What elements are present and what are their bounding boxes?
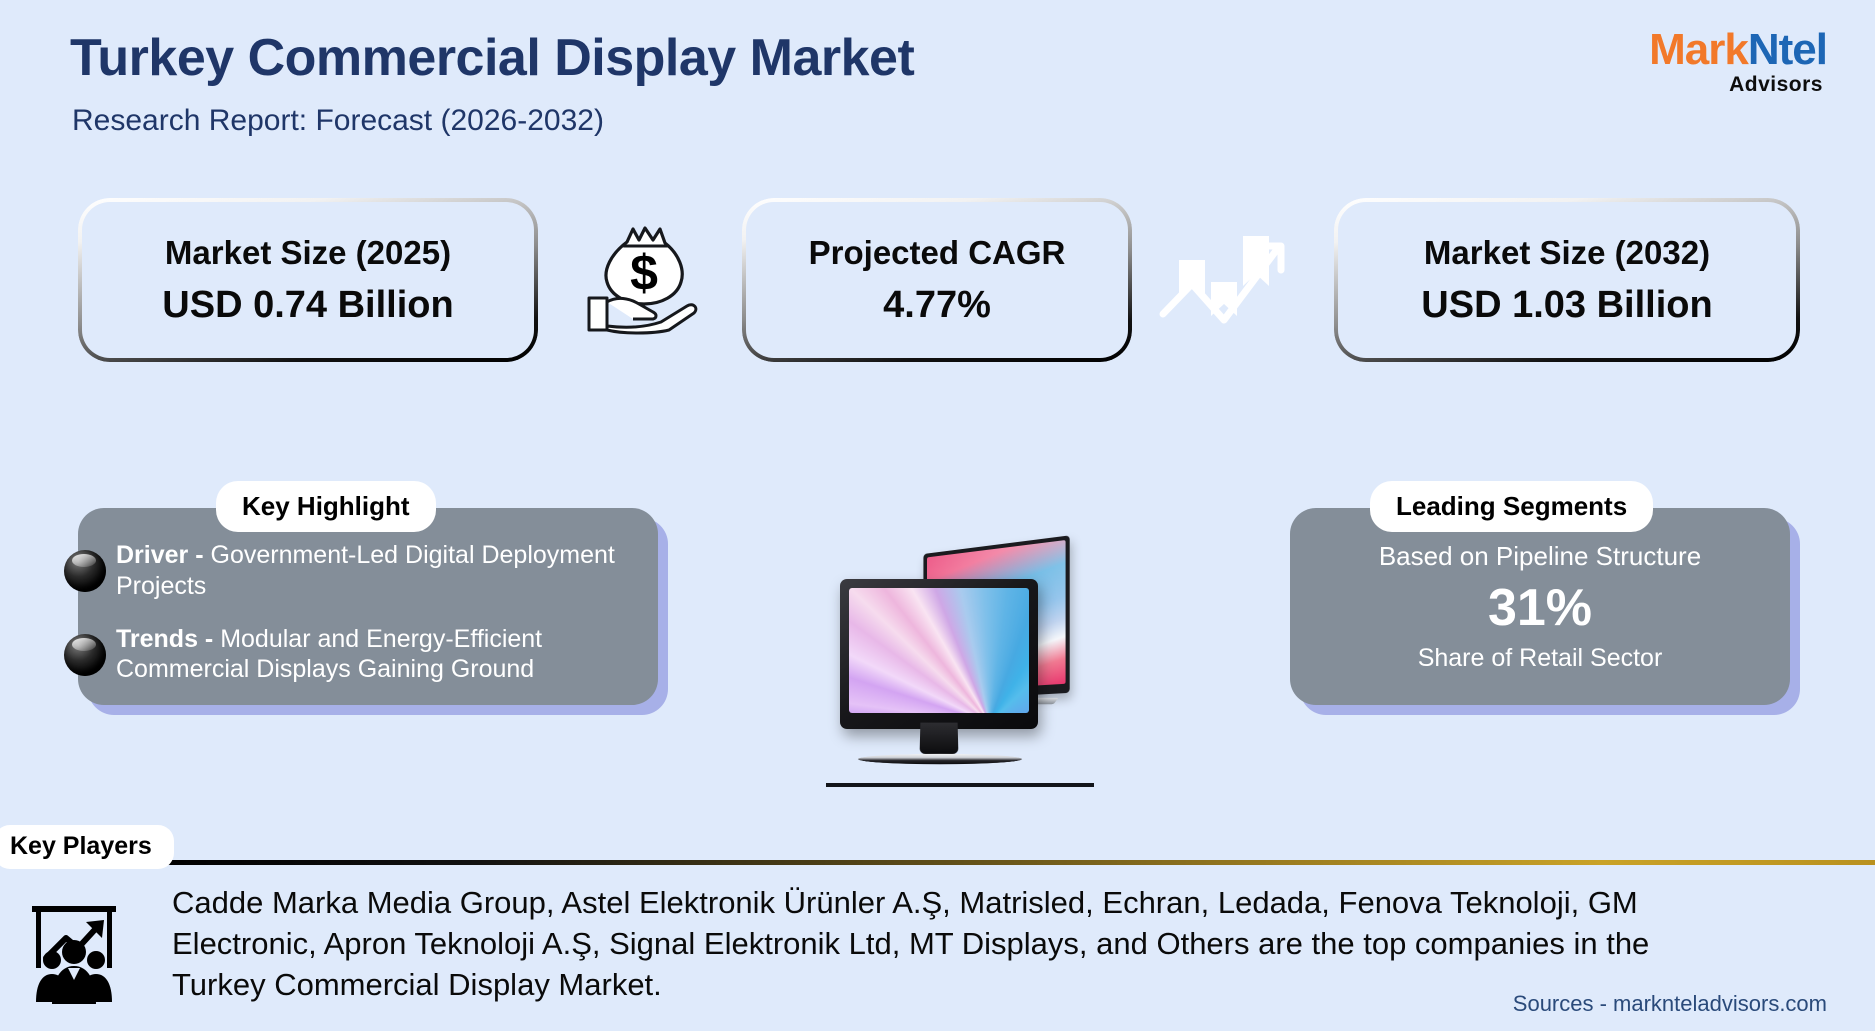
key-players-footer: Key Players Cadde Marka Media Group, Ast… — [0, 820, 1875, 1031]
footer-divider — [160, 860, 1875, 865]
logo-ntel-text: Ntel — [1747, 25, 1828, 74]
stat-card-market-size-2025: Market Size (2025) USD 0.74 Billion — [78, 198, 538, 362]
key-highlight-list: Driver - Government-Led Digital Deployme… — [64, 540, 626, 707]
leading-segments-value: 31% — [1487, 578, 1593, 637]
stats-row: Market Size (2025) USD 0.74 Billion $ Pr… — [0, 198, 1875, 362]
key-highlight-item-driver: Driver - Government-Led Digital Deployme… — [64, 540, 626, 602]
panel-body — [78, 508, 658, 705]
stat-label: Market Size (2032) — [1423, 233, 1711, 271]
header: Turkey Commercial Display Market Researc… — [0, 0, 1875, 170]
primary-monitor-screen — [849, 588, 1029, 713]
stat-value: USD 1.03 Billion — [1421, 283, 1713, 326]
stat-value: 4.77% — [883, 283, 991, 326]
team-presentation-growth-icon — [18, 900, 130, 1012]
leading-segments-panel: Leading Segments Based on Pipeline Struc… — [1290, 481, 1800, 715]
leading-segments-content: Based on Pipeline Structure 31% Share of… — [1290, 508, 1790, 705]
key-players-badge: Key Players — [0, 825, 174, 869]
primary-monitor-neck — [919, 722, 959, 755]
page-subtitle: Research Report: Forecast (2026-2032) — [72, 104, 604, 137]
key-highlight-body: Government-Led Digital Deployment Projec… — [116, 541, 615, 600]
stat-label: Projected CAGR — [808, 233, 1066, 271]
brand-logo: MarkNtel Advisors — [1649, 25, 1828, 96]
logo-mark-text: Mark — [1649, 25, 1749, 74]
bullet-sphere-icon — [64, 633, 106, 676]
leading-segments-note: Share of Retail Sector — [1417, 643, 1663, 672]
svg-text:$: $ — [630, 245, 658, 301]
key-highlight-text: Driver - Government-Led Digital Deployme… — [116, 540, 626, 602]
key-highlight-body: Modular and Energy-Efficient Commercial … — [116, 624, 543, 684]
key-highlight-item-trends: Trends - Modular and Energy-Efficient Co… — [64, 624, 626, 686]
stat-value: USD 0.74 Billion — [162, 283, 454, 326]
page-title: Turkey Commercial Display Market — [70, 29, 915, 87]
logo-advisors-text: Advisors — [1729, 73, 1823, 96]
stat-card-market-size-2032: Market Size (2032) USD 1.03 Billion — [1334, 198, 1800, 362]
key-highlight-label: Driver - — [116, 541, 204, 569]
key-highlight-badge: Key Highlight — [216, 481, 436, 532]
key-highlight-panel: Key Highlight Driver - Government-Led Di… — [64, 481, 668, 715]
panel-body — [1290, 508, 1790, 705]
key-highlight-text: Trends - Modular and Energy-Efficient Co… — [116, 624, 626, 686]
logo-wordmark: MarkNtel — [1649, 25, 1828, 74]
illustration-baseline — [826, 783, 1094, 787]
commercial-display-monitors-illustration — [826, 535, 1140, 790]
leading-segments-subtitle: Based on Pipeline Structure — [1378, 540, 1702, 571]
money-bag-in-hand-icon: $ — [572, 198, 712, 362]
primary-monitor — [840, 579, 1038, 729]
key-players-text: Cadde Marka Media Group, Astel Elektroni… — [172, 885, 1650, 1003]
bar-chart-growth-arrow-icon — [1150, 198, 1300, 362]
primary-monitor-base — [856, 753, 1024, 765]
stat-label: Market Size (2025) — [164, 233, 452, 271]
bullet-sphere-icon — [64, 550, 106, 592]
key-highlight-label: Trends - — [116, 624, 214, 653]
sources-text: Sources - marknteladvisors.com — [1512, 991, 1827, 1016]
leading-segments-badge: Leading Segments — [1370, 481, 1654, 532]
stat-card-projected-cagr: Projected CAGR 4.77% — [742, 198, 1132, 362]
